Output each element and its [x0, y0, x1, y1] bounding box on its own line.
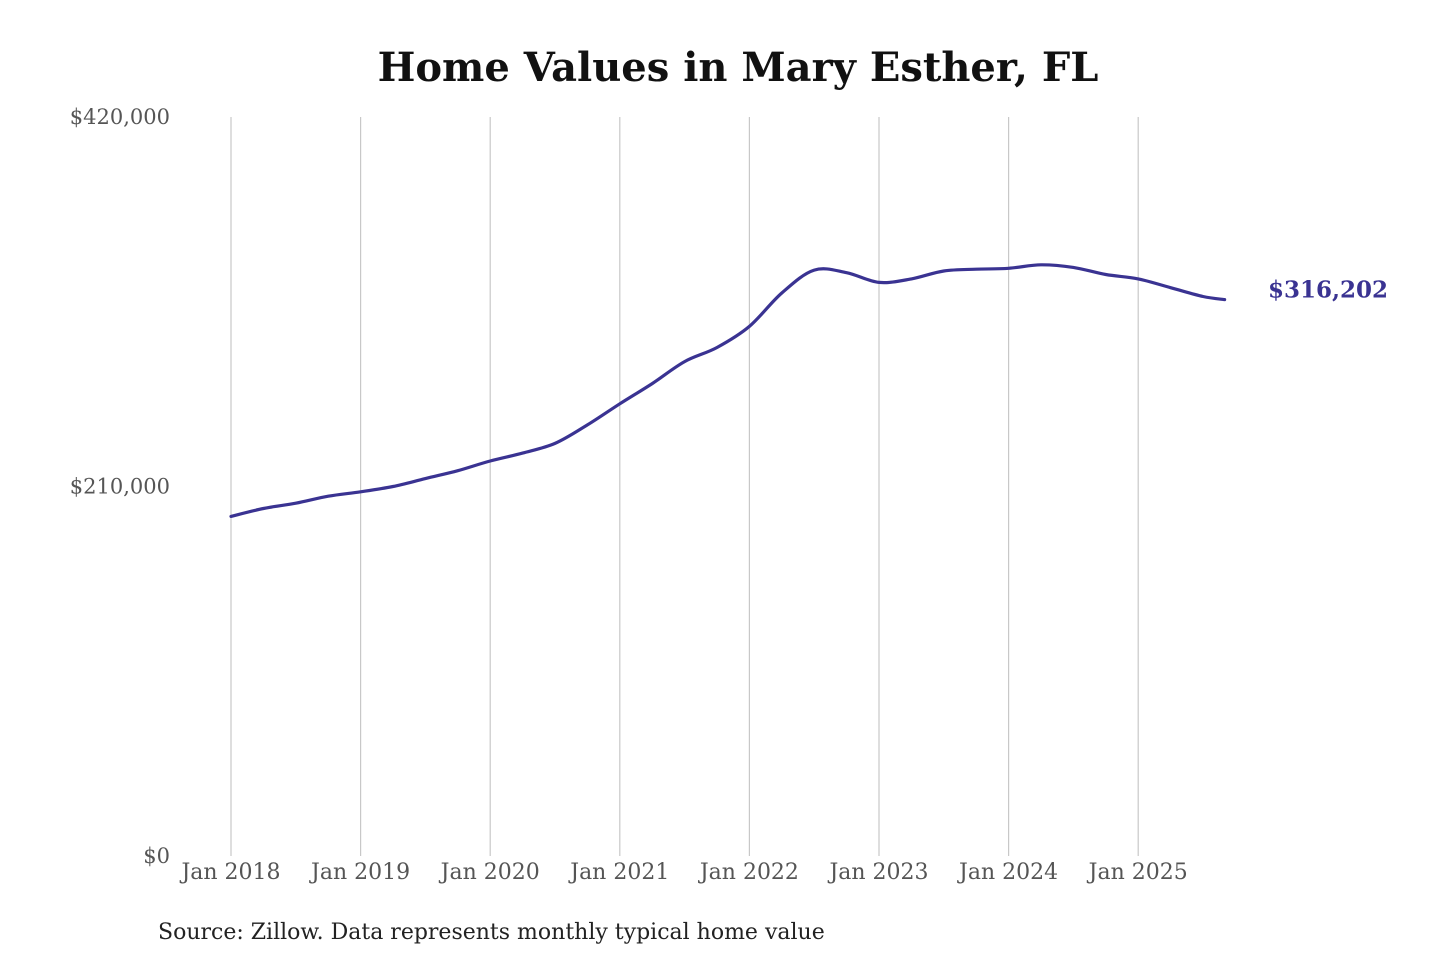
x-axis-ticks: Jan 2018 Jan 2019 Jan 2020 Jan 2021 Jan 2022…: [179, 860, 1187, 885]
x-tick-label: Jan 2020: [439, 860, 540, 885]
x-tick-label: Jan 2019: [309, 860, 410, 885]
chart-title: Home Values in Mary Esther, FL: [378, 44, 1099, 91]
x-tick-label: Jan 2018: [179, 860, 280, 885]
gridlines: [230, 117, 1139, 856]
end-value-label: $316,202: [1268, 277, 1388, 304]
y-axis-ticks: $0 $210,000 $420,000: [70, 105, 170, 868]
series-line: [229, 263, 1227, 518]
x-tick-label: Jan 2023: [827, 860, 928, 885]
series-layer: [229, 263, 1227, 518]
x-tick-label: Jan 2025: [1087, 860, 1188, 885]
y-tick-label: $420,000: [70, 105, 170, 129]
y-tick-label: $0: [143, 844, 170, 868]
x-tick-label: Jan 2024: [957, 860, 1058, 885]
source-note: Source: Zillow. Data represents monthly …: [158, 920, 825, 945]
y-tick-label: $210,000: [70, 475, 170, 499]
x-tick-label: Jan 2021: [568, 860, 669, 885]
x-tick-label: Jan 2022: [698, 860, 799, 885]
